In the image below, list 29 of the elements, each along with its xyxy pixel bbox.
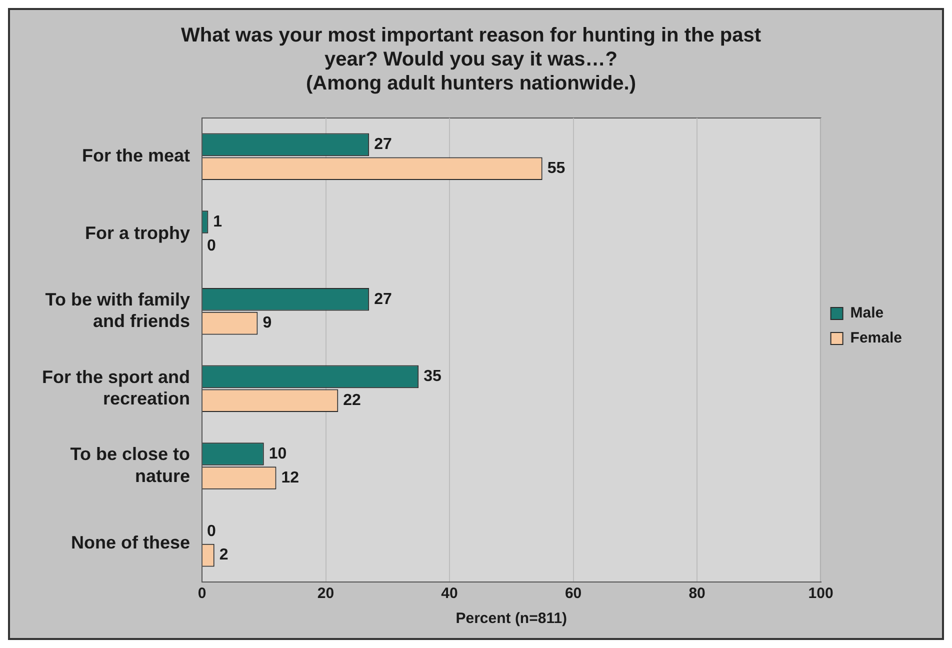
data-label: 1 xyxy=(213,213,222,230)
data-label: 22 xyxy=(343,392,362,410)
data-label: 27 xyxy=(374,136,392,154)
x-tick-label: 80 xyxy=(688,585,706,602)
data-label: 0 xyxy=(207,237,216,254)
x-tick-label: 20 xyxy=(317,585,334,602)
x-tick-label: 0 xyxy=(198,585,206,602)
data-label: 35 xyxy=(424,368,442,386)
data-label: 2 xyxy=(219,546,228,564)
data-label: 10 xyxy=(268,445,287,462)
x-tick-label: 40 xyxy=(441,585,458,602)
chart-subtitle: (Among adult hunters nationwide.) xyxy=(306,72,636,95)
y-tick-label: For the sport and recreation xyxy=(42,366,190,408)
y-tick-label: To be with family and friends xyxy=(45,290,190,332)
x-axis-title: Percent (n=811) xyxy=(456,610,568,628)
y-tick-label: None of these xyxy=(70,532,190,552)
legend-label: Male xyxy=(850,304,884,322)
data-label: 55 xyxy=(547,160,566,178)
data-label: 0 xyxy=(207,522,216,540)
data-label: 27 xyxy=(374,290,392,308)
legend-label: Female xyxy=(850,330,902,347)
chart-title: What was your most important reason for hunting in the past year? Would you say it was…? xyxy=(180,24,762,71)
y-tick-label: To be close to nature xyxy=(70,444,190,486)
y-tick-label: For a trophy xyxy=(84,222,190,243)
data-label: 12 xyxy=(281,469,300,486)
x-tick-label: 60 xyxy=(564,585,582,602)
y-tick-label: For the meat xyxy=(82,146,190,166)
data-label: 9 xyxy=(262,314,272,332)
x-tick-label: 100 xyxy=(808,585,834,602)
